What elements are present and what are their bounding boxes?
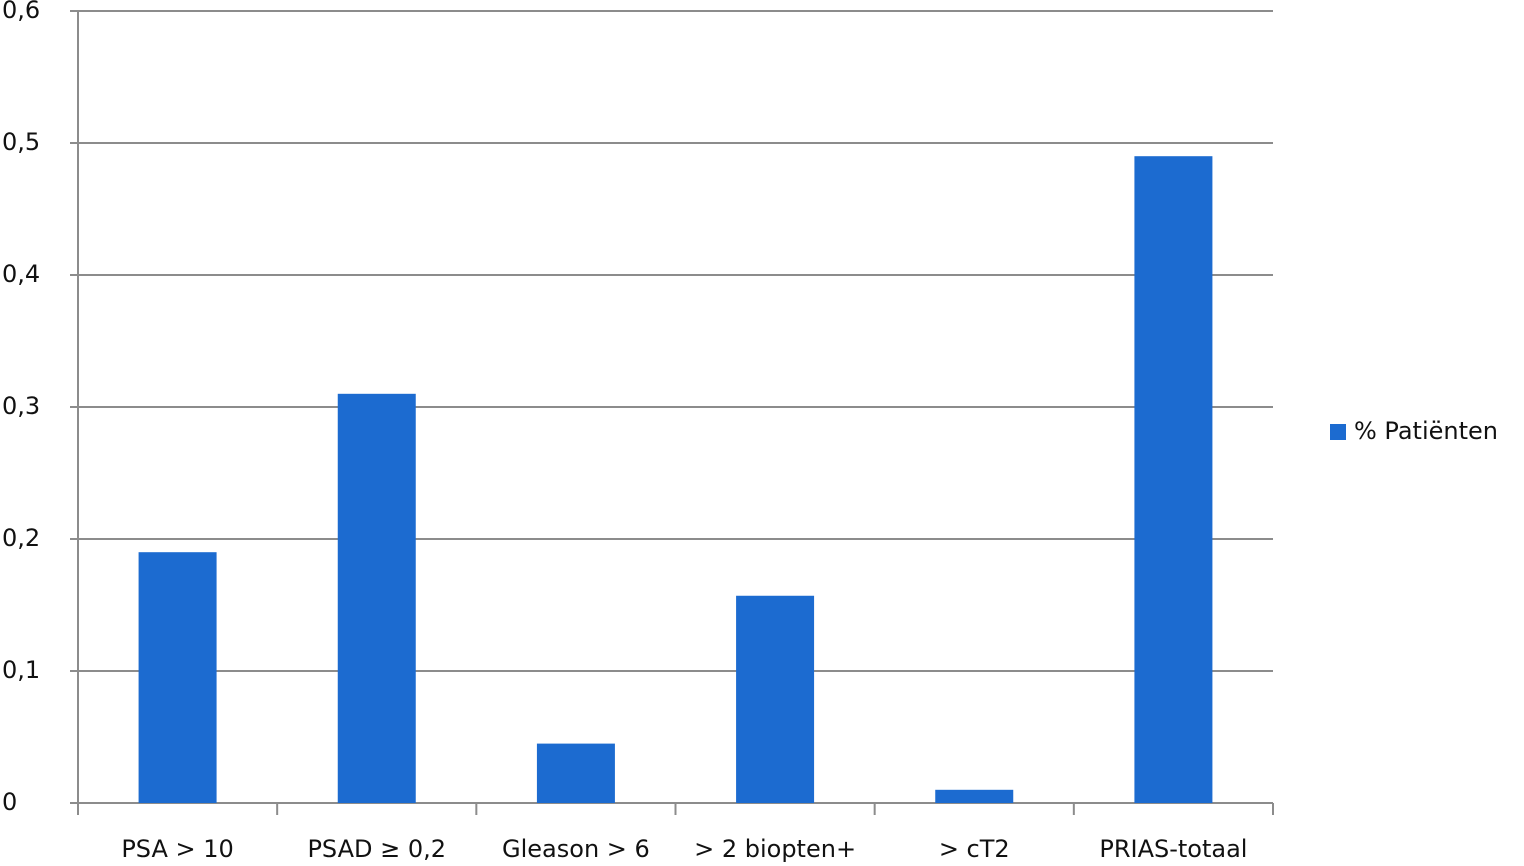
y-tick-label: 0,1: [2, 656, 40, 684]
bar: [935, 789, 1014, 803]
x-tick-label: > 2 biopten+: [694, 835, 856, 863]
bar: [1134, 156, 1213, 803]
x-tick-label: Gleason > 6: [502, 835, 650, 863]
x-tick-label: PSA > 10: [121, 835, 233, 863]
y-tick-label: 0,5: [2, 128, 40, 156]
y-tick-label: 0,4: [2, 260, 40, 288]
bar: [736, 595, 815, 803]
x-tick-label: PRIAS-totaal: [1099, 835, 1247, 863]
y-tick-label: 0,3: [2, 392, 40, 420]
bar: [337, 393, 416, 803]
y-tick-label: 0,6: [2, 0, 40, 24]
bar: [536, 743, 615, 803]
x-tick-label: > cT2: [939, 835, 1010, 863]
y-tick-label: 0,2: [2, 524, 40, 552]
bar: [138, 552, 217, 803]
legend-swatch: [1330, 424, 1346, 440]
x-tick-label: PSAD ≥ 0,2: [307, 835, 446, 863]
legend-label: % Patiënten: [1354, 417, 1498, 445]
y-tick-label: 0: [2, 788, 17, 816]
